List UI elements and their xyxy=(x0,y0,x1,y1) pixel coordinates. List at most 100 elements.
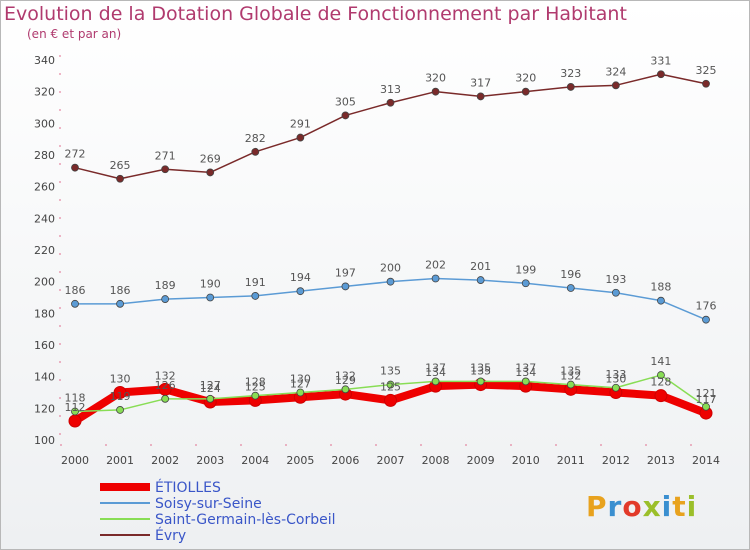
data-label: 134 xyxy=(425,366,446,379)
data-label: 291 xyxy=(290,118,311,131)
data-label: 121 xyxy=(696,387,717,400)
data-label: 137 xyxy=(425,361,446,374)
y-tick-label: 100 xyxy=(34,434,55,447)
logo-letter: x xyxy=(642,490,662,523)
data-label: 199 xyxy=(515,263,536,276)
data-label: 305 xyxy=(335,95,356,108)
data-point xyxy=(386,380,395,389)
data-label: 135 xyxy=(470,361,491,374)
data-point xyxy=(206,168,215,177)
data-point xyxy=(384,393,397,407)
y-tick-label: 220 xyxy=(34,244,55,257)
data-point xyxy=(431,377,440,386)
data-point xyxy=(296,287,305,296)
data-point xyxy=(702,402,710,411)
data-label: 134 xyxy=(515,366,536,379)
data-point xyxy=(657,296,665,305)
data-point xyxy=(251,292,260,300)
data-label: 324 xyxy=(605,65,626,78)
data-label: 135 xyxy=(470,365,491,378)
data-label: 186 xyxy=(110,284,131,297)
series-layer xyxy=(68,70,713,428)
x-tick-label: 2012 xyxy=(602,454,630,467)
logo-letter: P xyxy=(586,490,608,523)
data-point xyxy=(116,174,124,183)
data-label: 124 xyxy=(200,382,221,395)
data-label: 323 xyxy=(560,67,581,80)
data-point xyxy=(521,87,530,96)
data-label: 129 xyxy=(335,374,356,387)
x-tick-label: 2008 xyxy=(422,454,450,467)
data-point xyxy=(702,79,710,88)
data-label: 128 xyxy=(650,376,671,389)
y-tick-label: 140 xyxy=(34,371,55,384)
data-label: 313 xyxy=(380,83,401,96)
data-point xyxy=(611,288,620,297)
chart-title: Evolution de la Dotation Globale de Fonc… xyxy=(4,3,627,25)
data-point xyxy=(251,147,260,156)
data-point xyxy=(476,92,485,101)
data-point xyxy=(431,274,440,283)
data-label: 320 xyxy=(425,72,446,85)
data-point xyxy=(71,299,79,308)
data-point xyxy=(566,83,575,91)
data-point xyxy=(566,284,575,292)
data-point xyxy=(296,388,305,397)
data-point xyxy=(161,165,170,174)
data-label: 194 xyxy=(290,271,311,284)
chart-subtitle: (en € et par an) xyxy=(27,27,122,41)
data-point xyxy=(251,391,260,400)
data-label: 269 xyxy=(200,152,221,165)
data-point xyxy=(566,380,575,389)
logo-letter: i xyxy=(686,490,698,523)
y-tick-label: 180 xyxy=(34,307,55,320)
x-tick-label: 2002 xyxy=(151,454,179,467)
x-tick-label: 2010 xyxy=(512,454,540,467)
axes: 100 120 140 160 180 200 220 240 260 280 300 320 340 2… xyxy=(34,54,720,467)
data-label: 132 xyxy=(560,369,581,382)
data-label: 320 xyxy=(515,72,536,85)
data-label: 197 xyxy=(335,266,356,279)
y-tick-label: 120 xyxy=(34,402,55,415)
data-point xyxy=(206,293,215,302)
data-label: 135 xyxy=(380,365,401,378)
data-label: 112 xyxy=(65,401,86,414)
data-point xyxy=(657,70,665,79)
data-point xyxy=(654,389,668,403)
data-label: 189 xyxy=(155,279,176,292)
x-tick-label: 2006 xyxy=(331,454,359,467)
data-label: 137 xyxy=(515,361,536,374)
data-point xyxy=(113,386,127,399)
x-tick-label: 2011 xyxy=(557,454,585,467)
data-point xyxy=(116,299,124,308)
data-label: 141 xyxy=(650,355,671,368)
logo-letter: r xyxy=(607,490,623,523)
data-label: 128 xyxy=(245,376,266,389)
logo-letter: t xyxy=(672,490,687,523)
data-label: 132 xyxy=(335,369,356,382)
logo-letter: o xyxy=(622,490,643,523)
data-point xyxy=(341,282,350,291)
x-tick-label: 2009 xyxy=(467,454,495,467)
data-label: 127 xyxy=(200,379,221,392)
data-point xyxy=(386,277,395,286)
y-tick-label: 240 xyxy=(34,212,55,225)
y-tick-label: 200 xyxy=(34,276,55,289)
data-label: 188 xyxy=(650,281,671,294)
data-point xyxy=(611,81,620,90)
data-label: 118 xyxy=(65,392,86,405)
data-label: 325 xyxy=(696,64,717,77)
y-tick-label: 280 xyxy=(34,149,55,162)
x-tick-label: 2014 xyxy=(692,454,720,467)
data-label: 201 xyxy=(470,260,491,273)
data-point xyxy=(68,414,82,428)
data-label: 196 xyxy=(560,268,581,281)
data-label: 125 xyxy=(380,380,401,393)
data-point xyxy=(476,276,485,284)
data-label: 132 xyxy=(155,369,176,382)
data-label: 130 xyxy=(110,373,131,386)
data-point xyxy=(611,383,620,392)
